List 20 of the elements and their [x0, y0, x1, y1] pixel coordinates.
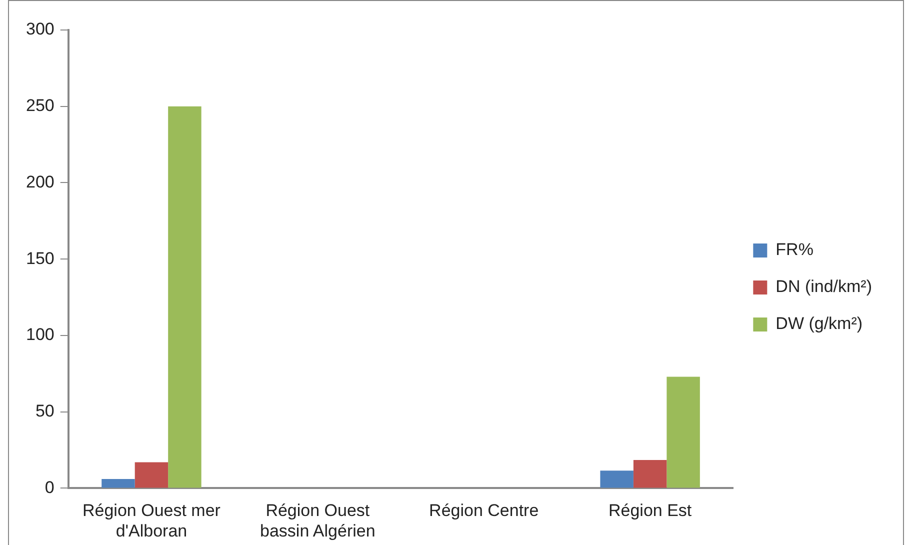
bar [102, 479, 135, 488]
legend-label: FR% [776, 240, 814, 260]
x-tick-label: Région Centre [429, 501, 539, 520]
y-tick-label: 250 [26, 96, 54, 116]
bar [168, 106, 202, 488]
bar [633, 460, 667, 488]
y-tick-label: 100 [26, 325, 54, 344]
y-tick-label: 50 [35, 402, 54, 421]
bar [134, 462, 168, 488]
x-tick-label: Région Ouest mer d'Alboran [82, 501, 221, 540]
y-tick-label: 0 [44, 478, 54, 497]
y-tick-label: 300 [26, 20, 54, 39]
y-tick-label: 200 [26, 172, 54, 192]
x-tick-label: Région Est [608, 501, 692, 520]
y-tick-label: 150 [26, 248, 54, 268]
legend-label: DW (g/km²) [776, 314, 863, 334]
bar [666, 376, 700, 488]
bar [600, 470, 634, 488]
x-tick-label: Région Ouest bassin Algérien [260, 501, 376, 540]
legend-label: DN (ind/km²) [776, 277, 872, 296]
